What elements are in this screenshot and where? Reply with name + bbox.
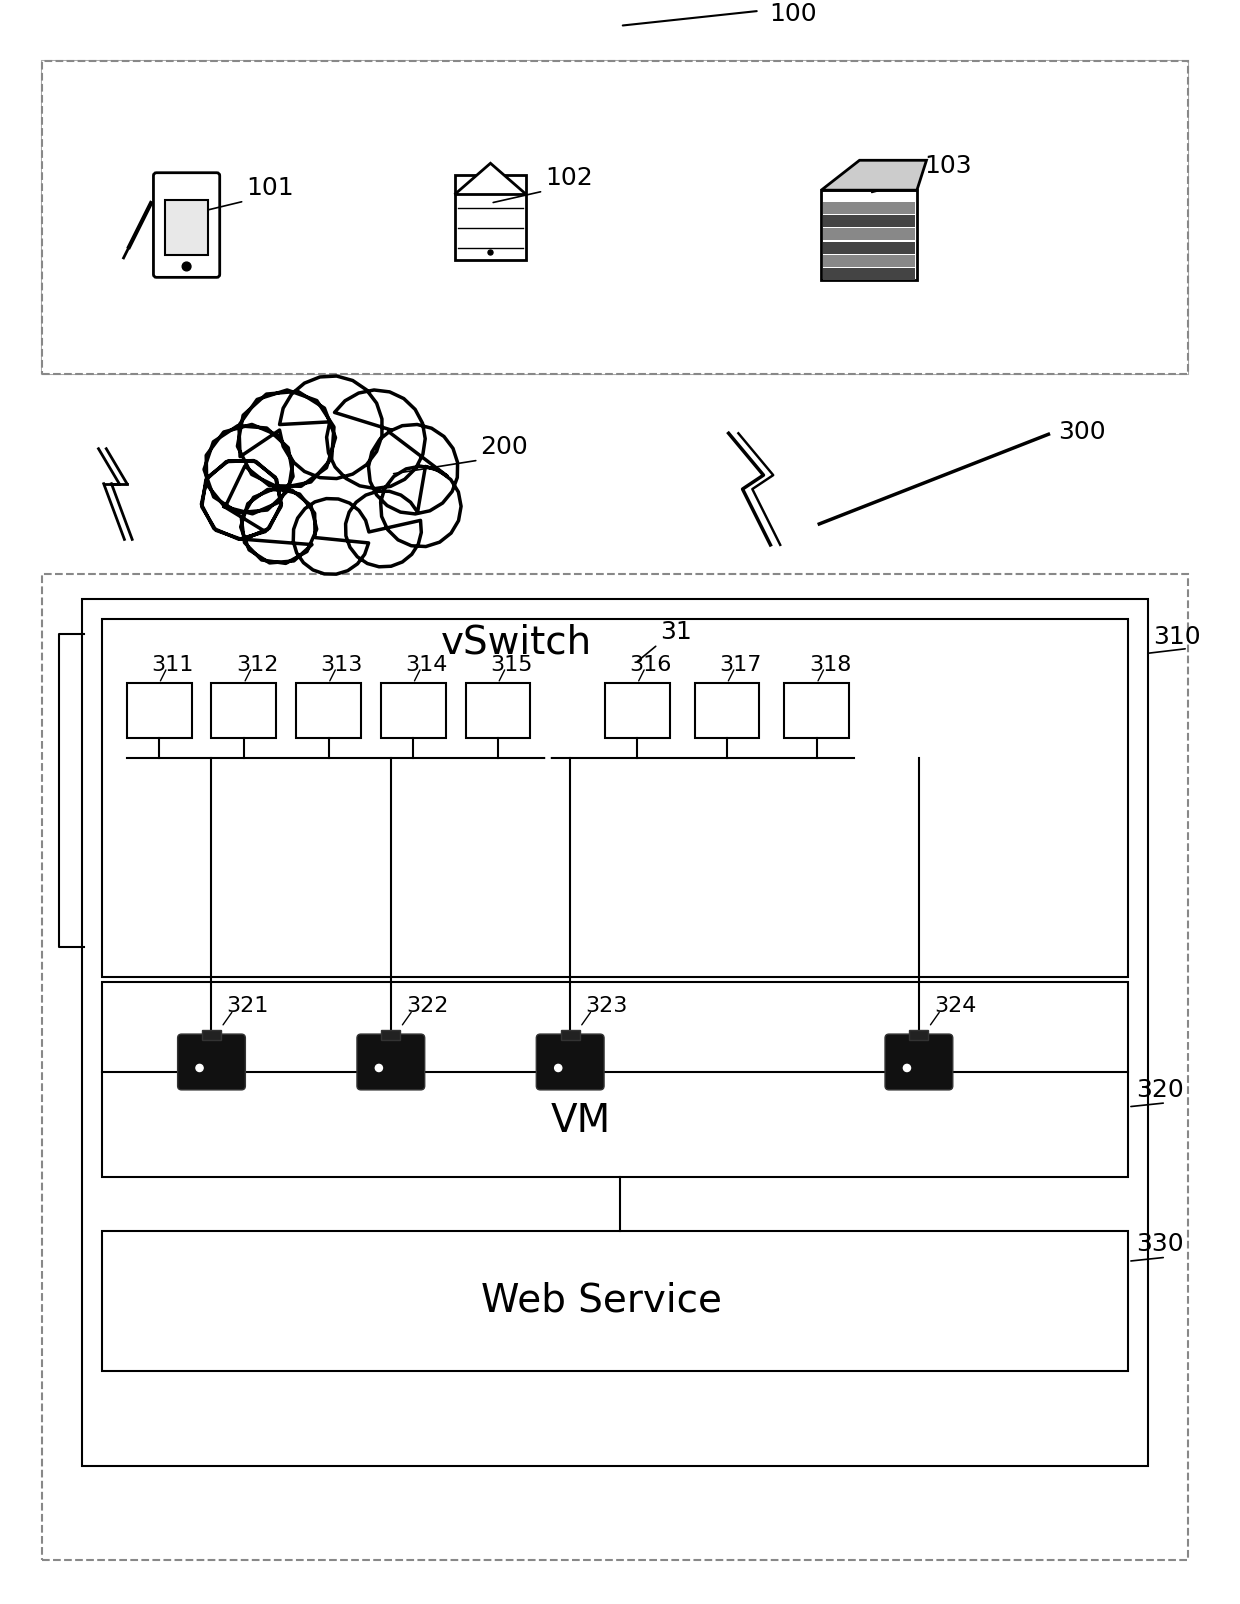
Text: 322: 322 (405, 996, 448, 1017)
Text: 100: 100 (770, 2, 817, 26)
Polygon shape (455, 164, 526, 194)
Text: VM: VM (551, 1102, 610, 1140)
FancyBboxPatch shape (537, 1035, 604, 1089)
FancyBboxPatch shape (126, 683, 191, 738)
Bar (381, 1030, 401, 1039)
Text: 323: 323 (585, 996, 627, 1017)
Bar (42, 574, 1188, 1561)
FancyBboxPatch shape (154, 173, 219, 277)
Bar (823, 228, 915, 241)
FancyBboxPatch shape (694, 683, 759, 738)
FancyBboxPatch shape (177, 1035, 246, 1089)
Bar (909, 1030, 929, 1039)
FancyBboxPatch shape (785, 683, 849, 738)
Circle shape (196, 1065, 203, 1071)
Text: 312: 312 (236, 656, 278, 675)
Text: vSwitch: vSwitch (440, 624, 591, 661)
Bar (823, 202, 915, 213)
Bar (823, 215, 915, 228)
Circle shape (554, 1065, 562, 1071)
FancyBboxPatch shape (42, 61, 1188, 374)
Text: 321: 321 (227, 996, 269, 1017)
FancyBboxPatch shape (465, 683, 531, 738)
Bar (821, 191, 916, 279)
FancyBboxPatch shape (82, 598, 1148, 1466)
Text: 320: 320 (1136, 1078, 1184, 1102)
FancyBboxPatch shape (102, 619, 1128, 977)
Circle shape (904, 1065, 910, 1071)
FancyBboxPatch shape (212, 683, 277, 738)
Text: 300: 300 (1059, 420, 1106, 444)
Text: 316: 316 (630, 656, 672, 675)
FancyBboxPatch shape (885, 1035, 952, 1089)
Text: 313: 313 (321, 656, 363, 675)
Polygon shape (201, 375, 461, 574)
Text: 310: 310 (1153, 624, 1200, 648)
Text: 317: 317 (719, 656, 761, 675)
Text: 31: 31 (660, 619, 692, 643)
Text: 311: 311 (151, 656, 193, 675)
Bar (165, 200, 207, 255)
Text: 330: 330 (1136, 1232, 1184, 1256)
FancyBboxPatch shape (357, 1035, 425, 1089)
Bar (823, 242, 915, 253)
Text: 315: 315 (490, 656, 532, 675)
Bar (823, 268, 915, 279)
FancyBboxPatch shape (381, 683, 445, 738)
Circle shape (376, 1065, 382, 1071)
FancyBboxPatch shape (605, 683, 670, 738)
Text: 101: 101 (247, 176, 294, 200)
FancyBboxPatch shape (296, 683, 361, 738)
Text: Web Service: Web Service (481, 1282, 722, 1318)
Text: 103: 103 (924, 154, 971, 178)
Bar (823, 255, 915, 266)
FancyBboxPatch shape (455, 175, 526, 260)
FancyBboxPatch shape (102, 1232, 1128, 1371)
Text: 102: 102 (546, 167, 593, 191)
Text: 324: 324 (934, 996, 976, 1017)
Text: 314: 314 (405, 656, 448, 675)
Bar (42, 61, 1188, 374)
FancyBboxPatch shape (102, 982, 1128, 1177)
Bar (202, 1030, 221, 1039)
Circle shape (182, 261, 191, 271)
Polygon shape (821, 160, 926, 191)
Text: 200: 200 (481, 435, 528, 459)
Text: 318: 318 (808, 656, 851, 675)
Bar (560, 1030, 580, 1039)
